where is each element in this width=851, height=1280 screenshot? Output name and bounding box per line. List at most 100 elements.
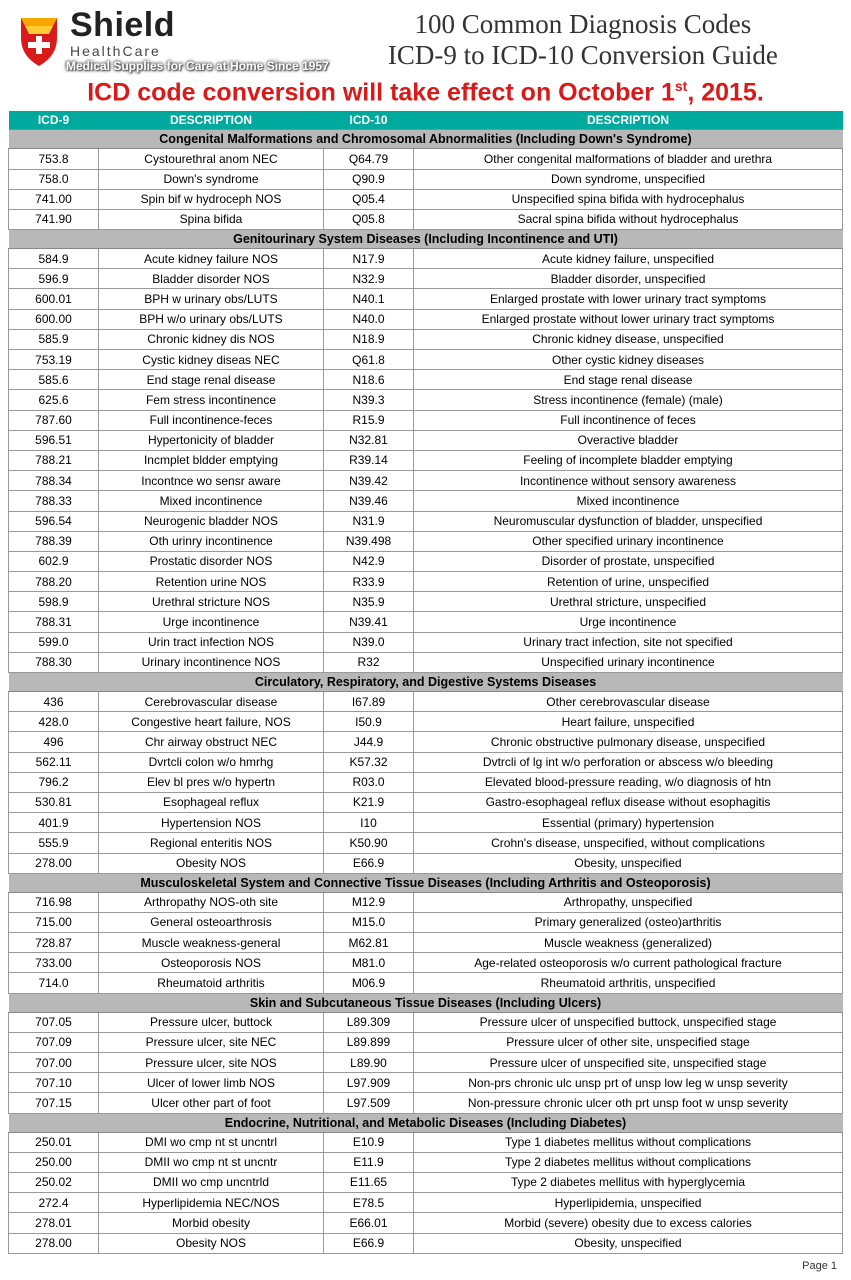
cell-icd9: 753.8 [9, 149, 99, 169]
cell-desc1: Pressure ulcer, site NOS [99, 1053, 324, 1073]
cell-desc1: Incontnce wo sensr aware [99, 471, 324, 491]
cell-icd9: 707.09 [9, 1032, 99, 1052]
cell-desc2: Down syndrome, unspecified [414, 169, 843, 189]
table-row: 788.34Incontnce wo sensr awareN39.42Inco… [9, 471, 843, 491]
cell-icd9: 584.9 [9, 249, 99, 269]
cell-icd10: N40.1 [324, 289, 414, 309]
cell-icd10: N39.46 [324, 491, 414, 511]
table-row: 562.11Dvrtcli colon w/o hmrhgK57.32Dvtrc… [9, 752, 843, 772]
cell-desc1: Dvrtcli colon w/o hmrhg [99, 752, 324, 772]
cell-desc2: Pressure ulcer of unspecified buttock, u… [414, 1012, 843, 1032]
cell-desc2: End stage renal disease [414, 370, 843, 390]
table-row: 250.01DMI wo cmp nt st uncntrlE10.9Type … [9, 1132, 843, 1152]
cell-icd9: 707.15 [9, 1093, 99, 1113]
cell-icd9: 278.00 [9, 1233, 99, 1253]
cell-icd9: 788.39 [9, 531, 99, 551]
table-row: 585.9Chronic kidney dis NOSN18.9Chronic … [9, 329, 843, 349]
cell-desc1: Urinary incontinence NOS [99, 652, 324, 672]
cell-icd9: 788.31 [9, 612, 99, 632]
cell-desc2: Crohn's disease, unspecified, without co… [414, 833, 843, 853]
cell-desc2: Rheumatoid arthritis, unspecified [414, 973, 843, 993]
cell-icd10: M62.81 [324, 933, 414, 953]
cell-desc1: End stage renal disease [99, 370, 324, 390]
table-row: 796.2Elev bl pres w/o hypertnR03.0Elevat… [9, 772, 843, 792]
table-row: 596.54Neurogenic bladder NOSN31.9Neuromu… [9, 511, 843, 531]
table-row: 436Cerebrovascular diseaseI67.89Other ce… [9, 692, 843, 712]
cell-icd9: 596.9 [9, 269, 99, 289]
cell-icd10: E66.01 [324, 1213, 414, 1233]
cell-desc1: Urethral stricture NOS [99, 592, 324, 612]
cell-desc1: Mixed incontinence [99, 491, 324, 511]
cell-desc2: Enlarged prostate with lower urinary tra… [414, 289, 843, 309]
cell-icd10: I50.9 [324, 712, 414, 732]
cell-desc2: Elevated blood-pressure reading, w/o dia… [414, 772, 843, 792]
cell-desc2: Non-prs chronic ulc unsp prt of unsp low… [414, 1073, 843, 1093]
cell-desc1: Cystic kidney diseas NEC [99, 350, 324, 370]
cell-icd10: E66.9 [324, 1233, 414, 1253]
cell-icd10: R33.9 [324, 572, 414, 592]
cell-desc2: Morbid (severe) obesity due to excess ca… [414, 1213, 843, 1233]
conversion-table: ICD-9 DESCRIPTION ICD-10 DESCRIPTION Con… [8, 111, 843, 1253]
cell-icd10: I67.89 [324, 692, 414, 712]
section-title: Endocrine, Nutritional, and Metabolic Di… [9, 1113, 843, 1132]
cell-icd9: 562.11 [9, 752, 99, 772]
cell-icd10: N39.3 [324, 390, 414, 410]
cell-desc2: Arthropathy, unspecified [414, 892, 843, 912]
table-row: 596.9Bladder disorder NOSN32.9Bladder di… [9, 269, 843, 289]
cell-desc2: Age-related osteoporosis w/o current pat… [414, 953, 843, 973]
table-row: 278.00Obesity NOSE66.9Obesity, unspecifi… [9, 853, 843, 873]
table-row: 272.4Hyperlipidemia NEC/NOSE78.5Hyperlip… [9, 1193, 843, 1213]
cell-desc2: Overactive bladder [414, 430, 843, 450]
cell-desc2: Chronic obstructive pulmonary disease, u… [414, 732, 843, 752]
cell-icd10: E11.9 [324, 1152, 414, 1172]
cell-desc1: Neurogenic bladder NOS [99, 511, 324, 531]
cell-icd10: K21.9 [324, 792, 414, 812]
logo-name: Shield [70, 8, 329, 42]
title-line-1: 100 Common Diagnosis Codes [329, 9, 837, 40]
cell-desc1: Oth urinry incontinence [99, 531, 324, 551]
table-row: 715.00General osteoarthrosisM15.0Primary… [9, 912, 843, 932]
cell-icd9: 788.34 [9, 471, 99, 491]
cell-desc1: Rheumatoid arthritis [99, 973, 324, 993]
cell-desc2: Obesity, unspecified [414, 853, 843, 873]
cell-icd9: 788.30 [9, 652, 99, 672]
cell-icd10: Q64.79 [324, 149, 414, 169]
cell-desc2: Non-pressure chronic ulcer oth prt unsp … [414, 1093, 843, 1113]
cell-desc1: Fem stress incontinence [99, 390, 324, 410]
table-row: 401.9Hypertension NOSI10Essential (prima… [9, 813, 843, 833]
cell-icd10: N39.42 [324, 471, 414, 491]
cell-icd9: 428.0 [9, 712, 99, 732]
cell-icd10: N39.0 [324, 632, 414, 652]
table-row: 596.51Hypertonicity of bladderN32.81Over… [9, 430, 843, 450]
cell-icd10: M81.0 [324, 953, 414, 973]
table-row: 584.9Acute kidney failure NOSN17.9Acute … [9, 249, 843, 269]
cell-icd9: 585.9 [9, 329, 99, 349]
section-title: Skin and Subcutaneous Tissue Diseases (I… [9, 993, 843, 1012]
table-row: 788.21Incmplet bldder emptyingR39.14Feel… [9, 450, 843, 470]
cell-icd9: 728.87 [9, 933, 99, 953]
section-header-row: Congenital Malformations and Chromosomal… [9, 130, 843, 149]
table-row: 600.01BPH w urinary obs/LUTSN40.1Enlarge… [9, 289, 843, 309]
cell-icd9: 436 [9, 692, 99, 712]
logo-text: Shield HealthCare Medical Supplies for C… [70, 8, 329, 72]
cell-desc1: DMI wo cmp nt st uncntrl [99, 1132, 324, 1152]
cell-desc2: Urethral stricture, unspecified [414, 592, 843, 612]
cell-desc2: Heart failure, unspecified [414, 712, 843, 732]
cell-icd10: N32.81 [324, 430, 414, 450]
table-row: 753.8Cystourethral anom NECQ64.79Other c… [9, 149, 843, 169]
cell-icd10: N31.9 [324, 511, 414, 531]
cell-desc1: Acute kidney failure NOS [99, 249, 324, 269]
cell-desc2: Neuromuscular dysfunction of bladder, un… [414, 511, 843, 531]
table-row: 707.15Ulcer other part of footL97.509Non… [9, 1093, 843, 1113]
cell-desc1: Regional enteritis NOS [99, 833, 324, 853]
table-row: 496Chr airway obstruct NECJ44.9Chronic o… [9, 732, 843, 752]
cell-icd9: 758.0 [9, 169, 99, 189]
page-number: Page 1 [0, 1254, 851, 1280]
cell-icd10: L97.909 [324, 1073, 414, 1093]
table-row: 733.00Osteoporosis NOSM81.0Age-related o… [9, 953, 843, 973]
cell-icd9: 625.6 [9, 390, 99, 410]
table-row: 598.9Urethral stricture NOSN35.9Urethral… [9, 592, 843, 612]
cell-desc1: DMII wo cmp uncntrld [99, 1172, 324, 1192]
cell-icd10: M12.9 [324, 892, 414, 912]
section-title: Circulatory, Respiratory, and Digestive … [9, 673, 843, 692]
